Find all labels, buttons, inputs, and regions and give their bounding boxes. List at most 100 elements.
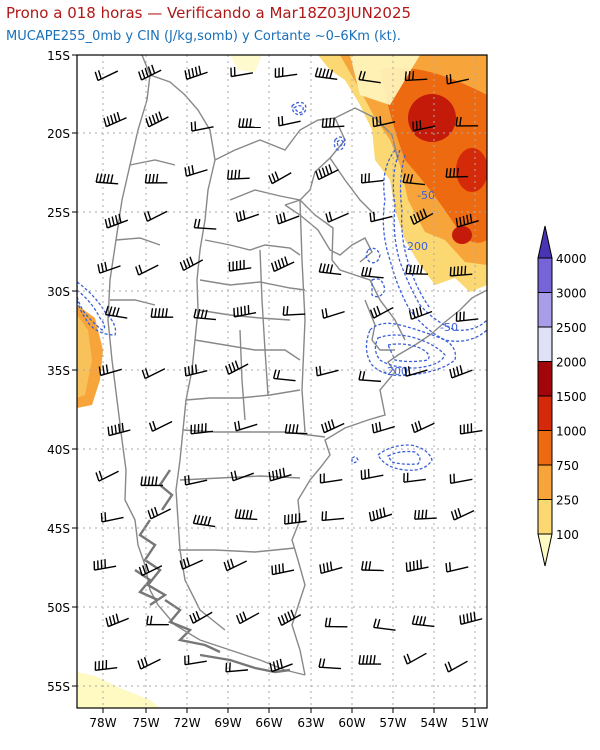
wind-barb-feather [157, 308, 161, 318]
wind-barb-feather [245, 118, 249, 128]
wind-barb-feather [420, 559, 422, 569]
wind-barb-feather [411, 615, 416, 625]
wind-barb-feather [140, 476, 144, 486]
wind-barb-feather [186, 557, 191, 567]
wind-barb-feather [282, 306, 285, 316]
wind-barb-feather [242, 611, 247, 621]
wind-barb-feather [324, 308, 328, 318]
wind-barb-feather [100, 262, 104, 273]
wind-barb-feather [457, 508, 462, 518]
wind-barb-feather [369, 309, 375, 319]
chile-inner-2 [115, 237, 161, 246]
wind-barb-feather [375, 422, 378, 432]
wind-barb-feather [154, 506, 159, 516]
wind-barb-feather [268, 175, 273, 184]
wind-barb-feather [373, 307, 378, 317]
wind-barb-feather [235, 212, 239, 222]
wind-barb-feather [412, 560, 415, 571]
gridlines [77, 55, 487, 708]
wind-barb-feather [150, 508, 155, 518]
wind-barb-feather [228, 363, 233, 373]
wind-barb-feather [369, 655, 373, 665]
wind-barb-feather [241, 509, 246, 519]
wind-barb-feather [460, 266, 463, 276]
wind-barb-feather [249, 510, 253, 520]
wind-barb-feather [456, 266, 459, 276]
contour-label-2: -200 [403, 240, 428, 253]
wind-barb-feather [282, 467, 286, 477]
wind-barb-feather [227, 170, 230, 180]
wind-barb [184, 660, 207, 666]
wind-barb-feather [416, 212, 421, 221]
wind-barb-feather [332, 117, 335, 127]
wind-barb-feather [152, 420, 157, 430]
wind-barb-feather [103, 117, 108, 127]
wind-barb-feather [200, 515, 204, 525]
wind-barb-feather [459, 116, 462, 126]
cin-contour-pacific-1 [77, 281, 117, 336]
wind-barb-feather [194, 364, 198, 374]
wind-barb-feather [455, 217, 459, 228]
wind-barb-feather [148, 116, 153, 126]
wind-barb [447, 78, 470, 85]
fjords-2 [164, 599, 221, 654]
wind-barb [98, 470, 119, 482]
wind-barb-feather [322, 263, 326, 273]
wind-barb-feather [368, 561, 372, 571]
wind-barb-feather [324, 617, 328, 627]
wind-barb-feather [376, 305, 381, 315]
wind-barb-feather [106, 174, 110, 184]
colorbar-label: 750 [556, 459, 579, 473]
wind-barb-feather [108, 306, 113, 316]
wind-barb-feather [237, 420, 241, 430]
wind-barb-feather [113, 113, 118, 123]
wind-barb-feather [452, 367, 456, 377]
wind-barb-feather [329, 69, 334, 79]
wind-barb-feather [277, 116, 280, 126]
wind-barb-feather [192, 514, 197, 524]
wind-barb-feather [179, 261, 185, 271]
wind-barb-feather [415, 307, 420, 317]
wind-barb-feather [118, 423, 121, 433]
province-5 [185, 389, 301, 401]
wind-barb-feather [230, 169, 233, 180]
wind-barb-feather [408, 71, 411, 81]
wind-barb-feather [161, 308, 165, 318]
cin-contour-small-5 [365, 247, 381, 264]
wind-barb-feather [268, 471, 272, 481]
lat-label-20s: 20S [47, 127, 70, 141]
wind-barb-feather [155, 173, 159, 183]
wind-barb-feather [376, 618, 381, 629]
lon-label-75w: 75W [132, 716, 159, 730]
wind-barb [144, 368, 166, 380]
wind-barb-feather [148, 422, 154, 432]
wind-barb-feather [241, 118, 245, 128]
wind-barb [406, 369, 428, 377]
wind-barb-feather [238, 169, 241, 179]
wind-barb-feather [269, 662, 273, 672]
wind-barb-feather [286, 306, 289, 316]
wind-barb-feather [284, 613, 289, 623]
wind-barb-feather [325, 118, 328, 128]
lat-label-55s: 55S [47, 680, 70, 694]
wind-barb-feather [238, 509, 242, 519]
wind-barb-feather [419, 210, 425, 220]
wind-barb-feather [329, 264, 334, 274]
wind-barb-feather [404, 71, 407, 81]
wind-barb [273, 377, 296, 382]
wind-barb-feather [287, 611, 292, 621]
wind-barb [147, 210, 168, 222]
wind-barb-feather [322, 563, 326, 573]
colorbar: 100 250 750 1000 1500 2000 2500 3000 4000 [537, 225, 587, 567]
wind-barb-feather [118, 213, 122, 223]
wind-barb-feather [234, 421, 237, 431]
wind-barb-feather [402, 173, 406, 183]
wind-barb-feather [322, 658, 326, 668]
wind-barb-feather [419, 615, 423, 626]
wind-barb-feather [448, 562, 452, 572]
wind-barb-feather [409, 561, 412, 571]
wind-barb-feather [226, 560, 231, 570]
wind-barbs [93, 64, 483, 673]
wind-barb-feather [148, 173, 152, 183]
wind-barb-feather [412, 121, 415, 131]
